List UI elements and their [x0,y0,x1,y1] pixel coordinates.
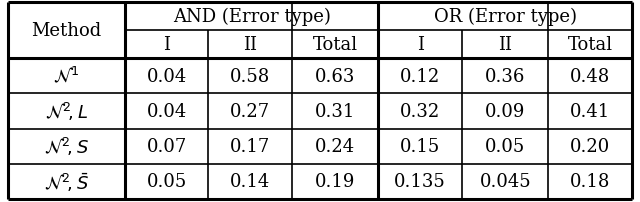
Text: 0.36: 0.36 [485,67,525,85]
Text: II: II [498,36,512,54]
Text: I: I [417,36,424,54]
Text: 0.04: 0.04 [147,67,187,85]
Text: 0.04: 0.04 [147,102,187,120]
Text: $\mathcal{N}^1$: $\mathcal{N}^1$ [53,66,79,86]
Text: 0.14: 0.14 [230,173,270,190]
Text: 0.41: 0.41 [570,102,611,120]
Text: 0.31: 0.31 [315,102,355,120]
Text: 0.05: 0.05 [485,137,525,155]
Text: $\mathcal{N}^2\!,L$: $\mathcal{N}^2\!,L$ [45,100,88,122]
Text: 0.135: 0.135 [394,173,446,190]
Text: Total: Total [313,36,358,54]
Text: 0.19: 0.19 [315,173,355,190]
Text: $\mathcal{N}^2\!,\bar{S}$: $\mathcal{N}^2\!,\bar{S}$ [44,170,89,193]
Text: 0.15: 0.15 [400,137,440,155]
Text: II: II [243,36,257,54]
Text: 0.17: 0.17 [230,137,270,155]
Text: 0.07: 0.07 [147,137,187,155]
Text: OR (Error type): OR (Error type) [434,8,577,26]
Text: 0.24: 0.24 [315,137,355,155]
Text: 0.12: 0.12 [400,67,440,85]
Text: Total: Total [568,36,612,54]
Text: 0.05: 0.05 [147,173,187,190]
Text: 0.18: 0.18 [570,173,611,190]
Text: Method: Method [31,22,102,40]
Text: 0.045: 0.045 [479,173,531,190]
Text: AND (Error type): AND (Error type) [173,8,331,26]
Text: I: I [163,36,170,54]
Text: $\mathcal{N}^2\!,S$: $\mathcal{N}^2\!,S$ [44,135,89,157]
Text: 0.09: 0.09 [485,102,525,120]
Text: 0.48: 0.48 [570,67,611,85]
Text: 0.32: 0.32 [400,102,440,120]
Text: 0.27: 0.27 [230,102,270,120]
Text: 0.58: 0.58 [230,67,270,85]
Text: 0.20: 0.20 [570,137,611,155]
Text: 0.63: 0.63 [315,67,355,85]
